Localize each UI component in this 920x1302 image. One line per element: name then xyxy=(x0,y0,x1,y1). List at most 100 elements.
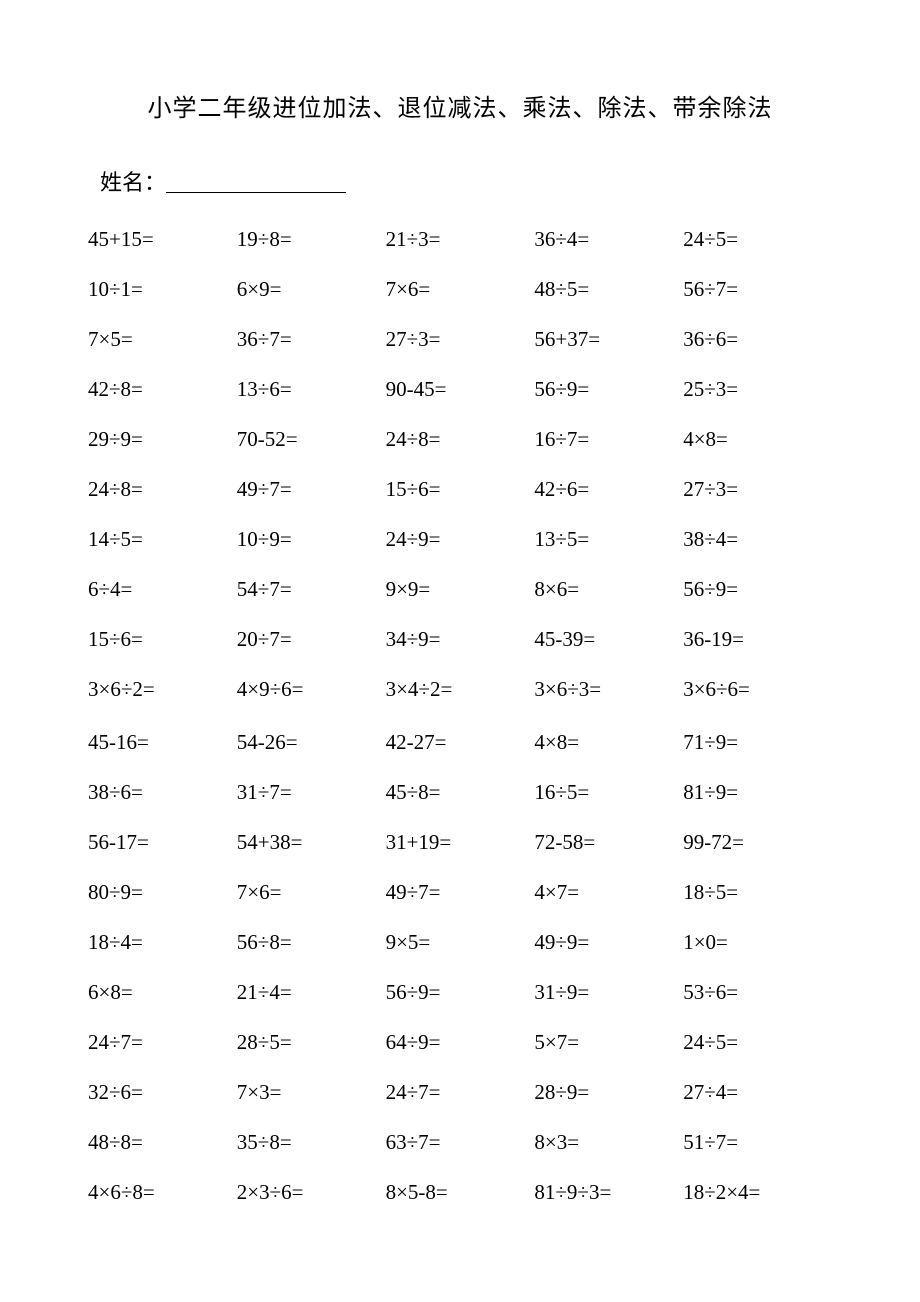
problem-cell: 38÷4= xyxy=(683,527,832,552)
problem-cell: 56÷7= xyxy=(683,277,832,302)
problem-cell: 3×6÷3= xyxy=(534,677,683,702)
problem-cell: 7×3= xyxy=(237,1080,386,1105)
name-label: 姓名： xyxy=(100,170,166,195)
problem-row: 48÷8= 35÷8= 63÷7= 8×3= 51÷7= xyxy=(88,1130,832,1155)
problem-cell: 56+37= xyxy=(534,327,683,352)
problem-cell: 36-19= xyxy=(683,627,832,652)
problem-cell: 28÷9= xyxy=(534,1080,683,1105)
problem-cell: 27÷4= xyxy=(683,1080,832,1105)
problem-row: 29÷9= 70-52= 24÷8= 16÷7= 4×8= xyxy=(88,427,832,452)
problem-row: 3×6÷2= 4×9÷6= 3×4÷2= 3×6÷3= 3×6÷6= xyxy=(88,677,832,702)
problem-cell: 45÷8= xyxy=(386,780,535,805)
problem-row: 56-17= 54+38= 31+19= 72-58= 99-72= xyxy=(88,830,832,855)
worksheet-title: 小学二年级进位加法、退位减法、乘法、除法、带余除法 xyxy=(88,88,832,123)
problem-cell: 13÷6= xyxy=(237,377,386,402)
problem-row: 45+15= 19÷8= 21÷3= 36÷4= 24÷5= xyxy=(88,227,832,252)
problem-cell: 28÷5= xyxy=(237,1030,386,1055)
problem-row: 32÷6= 7×3= 24÷7= 28÷9= 27÷4= xyxy=(88,1080,832,1105)
problem-cell: 54-26= xyxy=(237,730,386,755)
problem-row: 42÷8= 13÷6= 90-45= 56÷9= 25÷3= xyxy=(88,377,832,402)
problem-cell: 16÷7= xyxy=(534,427,683,452)
problem-cell: 15÷6= xyxy=(88,627,237,652)
problem-cell: 42÷6= xyxy=(534,477,683,502)
problem-cell: 9×9= xyxy=(386,577,535,602)
problem-cell: 6×8= xyxy=(88,980,237,1005)
problem-cell: 21÷3= xyxy=(386,227,535,252)
problem-cell: 90-45= xyxy=(386,377,535,402)
problem-cell: 18÷4= xyxy=(88,930,237,955)
problem-cell: 3×6÷2= xyxy=(88,677,237,702)
problem-cell: 4×6÷8= xyxy=(88,1180,237,1205)
problem-cell: 6÷4= xyxy=(88,577,237,602)
problem-cell: 24÷5= xyxy=(683,227,832,252)
problem-row: 24÷7= 28÷5= 64÷9= 5×7= 24÷5= xyxy=(88,1030,832,1055)
problem-cell: 54+38= xyxy=(237,830,386,855)
problem-cell: 56÷9= xyxy=(386,980,535,1005)
problem-cell: 64÷9= xyxy=(386,1030,535,1055)
problem-row: 18÷4= 56÷8= 9×5= 49÷9= 1×0= xyxy=(88,930,832,955)
problem-row: 24÷8= 49÷7= 15÷6= 42÷6= 27÷3= xyxy=(88,477,832,502)
problem-cell: 18÷5= xyxy=(683,880,832,905)
problem-cell: 54÷7= xyxy=(237,577,386,602)
problem-cell: 56-17= xyxy=(88,830,237,855)
problem-cell: 25÷3= xyxy=(683,377,832,402)
problem-cell: 42÷8= xyxy=(88,377,237,402)
problem-cell: 31÷7= xyxy=(237,780,386,805)
problem-row: 14÷5= 10÷9= 24÷9= 13÷5= 38÷4= xyxy=(88,527,832,552)
problem-cell: 20÷7= xyxy=(237,627,386,652)
problem-cell: 81÷9÷3= xyxy=(534,1180,683,1205)
problem-cell: 49÷9= xyxy=(534,930,683,955)
problem-cell: 7×6= xyxy=(386,277,535,302)
problem-cell: 19÷8= xyxy=(237,227,386,252)
problem-cell: 31÷9= xyxy=(534,980,683,1005)
problem-cell: 3×4÷2= xyxy=(386,677,535,702)
problem-cell: 24÷8= xyxy=(88,477,237,502)
problem-cell: 14÷5= xyxy=(88,527,237,552)
problem-cell: 4×7= xyxy=(534,880,683,905)
problem-cell: 45+15= xyxy=(88,227,237,252)
problem-cell: 3×6÷6= xyxy=(683,677,832,702)
problem-cell: 9×5= xyxy=(386,930,535,955)
worksheet-grid: 45+15= 19÷8= 21÷3= 36÷4= 24÷5= 10÷1= 6×9… xyxy=(88,227,832,1205)
problem-cell: 1×0= xyxy=(683,930,832,955)
problem-cell: 15÷6= xyxy=(386,477,535,502)
problem-cell: 42-27= xyxy=(386,730,535,755)
problem-cell: 45-16= xyxy=(88,730,237,755)
problem-cell: 71÷9= xyxy=(683,730,832,755)
problem-row: 4×6÷8= 2×3÷6= 8×5-8= 81÷9÷3= 18÷2×4= xyxy=(88,1180,832,1205)
problem-cell: 24÷7= xyxy=(88,1030,237,1055)
problem-cell: 8×5-8= xyxy=(386,1180,535,1205)
problem-cell: 29÷9= xyxy=(88,427,237,452)
problem-row: 45-16= 54-26= 42-27= 4×8= 71÷9= xyxy=(88,730,832,755)
problem-cell: 8×3= xyxy=(534,1130,683,1155)
problem-cell: 99-72= xyxy=(683,830,832,855)
problem-cell: 7×5= xyxy=(88,327,237,352)
problem-cell: 16÷5= xyxy=(534,780,683,805)
problem-cell: 31+19= xyxy=(386,830,535,855)
problem-cell: 48÷8= xyxy=(88,1130,237,1155)
problem-cell: 24÷5= xyxy=(683,1030,832,1055)
problem-cell: 27÷3= xyxy=(683,477,832,502)
problem-cell: 4×9÷6= xyxy=(237,677,386,702)
problem-cell: 63÷7= xyxy=(386,1130,535,1155)
problem-cell: 56÷8= xyxy=(237,930,386,955)
problem-cell: 49÷7= xyxy=(386,880,535,905)
name-underline[interactable] xyxy=(166,192,346,193)
problem-cell: 70-52= xyxy=(237,427,386,452)
problem-cell: 27÷3= xyxy=(386,327,535,352)
problem-cell: 51÷7= xyxy=(683,1130,832,1155)
problem-cell: 48÷5= xyxy=(534,277,683,302)
problem-cell: 53÷6= xyxy=(683,980,832,1005)
problem-row: 6÷4= 54÷7= 9×9= 8×6= 56÷9= xyxy=(88,577,832,602)
problem-cell: 24÷7= xyxy=(386,1080,535,1105)
problem-row: 15÷6= 20÷7= 34÷9= 45-39= 36-19= xyxy=(88,627,832,652)
problem-cell: 4×8= xyxy=(534,730,683,755)
problem-cell: 24÷8= xyxy=(386,427,535,452)
problem-cell: 21÷4= xyxy=(237,980,386,1005)
problem-cell: 2×3÷6= xyxy=(237,1180,386,1205)
problem-cell: 13÷5= xyxy=(534,527,683,552)
problem-row: 38÷6= 31÷7= 45÷8= 16÷5= 81÷9= xyxy=(88,780,832,805)
problem-cell: 34÷9= xyxy=(386,627,535,652)
problem-cell: 10÷1= xyxy=(88,277,237,302)
problem-cell: 10÷9= xyxy=(237,527,386,552)
